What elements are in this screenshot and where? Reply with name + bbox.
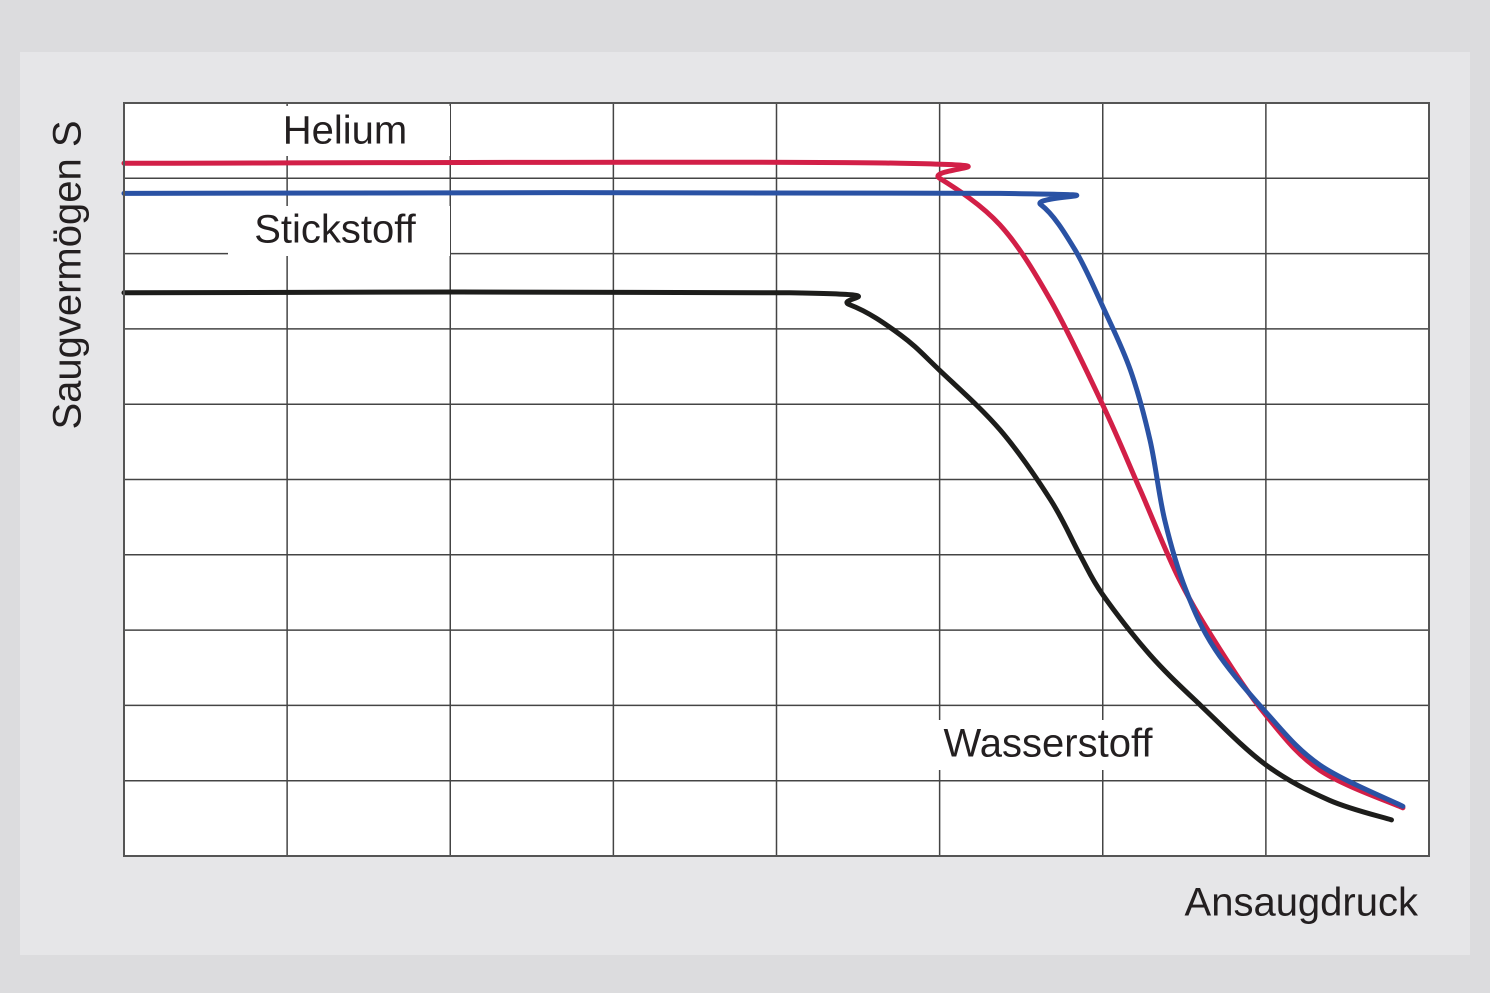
label-background <box>926 720 1170 770</box>
data-line <box>121 190 1406 809</box>
labels: Helium Stickstoff Wasserstoff <box>228 106 1170 770</box>
series-label: Stickstoff <box>254 208 416 252</box>
series-label: Helium <box>283 109 407 153</box>
y-axis-label: Saugvermögen S <box>46 120 90 429</box>
series-label: Wasserstoff <box>944 722 1154 766</box>
lines <box>121 159 1406 823</box>
grid <box>123 102 1430 857</box>
plot-frame <box>123 102 1430 857</box>
data-line <box>121 289 1394 823</box>
x-axis-label: Ansaugdruck <box>1185 881 1419 925</box>
label-background <box>228 206 450 256</box>
label-background <box>230 106 450 156</box>
